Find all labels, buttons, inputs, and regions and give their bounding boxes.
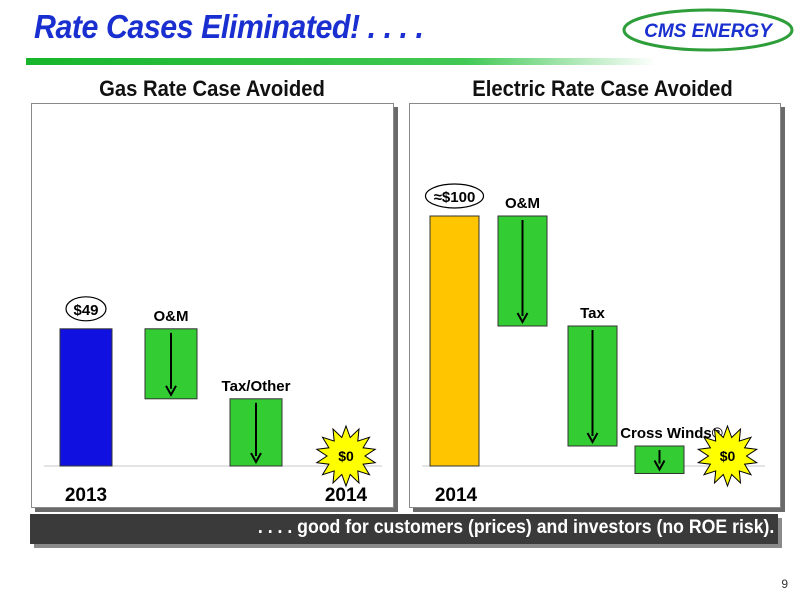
bar-2013 — [59, 328, 113, 467]
bar-2014 — [429, 215, 480, 467]
step-label: Tax — [580, 305, 605, 322]
value-label: ≈$100 — [434, 189, 476, 206]
decrease-arrow-head — [516, 312, 529, 325]
value-oval — [424, 183, 485, 209]
decrease-arrow-head — [250, 452, 262, 465]
decrease-arrow-head — [653, 460, 666, 472]
electric-chart-panel: ≈$100 O&M Tax Cross Winds® $0 2014 — [409, 103, 781, 508]
value-label: $49 — [73, 302, 98, 319]
x-tick-label: 2013 — [65, 485, 107, 506]
footer-banner-text: . . . . good for customers (prices) and … — [257, 517, 774, 538]
page-number: 9 — [781, 577, 788, 591]
page-title: Rate Cases Eliminated! . . . . — [34, 8, 424, 45]
zero-starburst — [315, 424, 377, 488]
gas-panel-title: Gas Rate Case Avoided — [99, 76, 325, 101]
footer-banner: . . . . good for customers (prices) and … — [30, 514, 778, 544]
zero-starburst-label: $0 — [720, 448, 736, 464]
title-underline — [26, 58, 656, 65]
step-label: O&M — [154, 308, 189, 325]
decrease-arrow-head — [165, 385, 177, 397]
electric-panel-title: Electric Rate Case Avoided — [472, 76, 733, 101]
decrease-arrow-head — [586, 432, 599, 445]
step-label: Cross Winds® — [620, 425, 723, 442]
x-tick-label: 2014 — [435, 485, 478, 506]
step-label: Tax/Other — [222, 378, 291, 395]
zero-starburst-label: $0 — [338, 448, 354, 464]
x-tick-label: 2014 — [325, 485, 368, 506]
cms-energy-logo: CMS ENERGY — [622, 8, 794, 52]
zero-starburst — [696, 424, 759, 488]
value-oval — [65, 296, 107, 322]
electric-chart: ≈$100 O&M Tax Cross Winds® $0 2014 — [422, 183, 765, 506]
gas-chart: $49 O&M Tax/Other $0 2013 2014 — [44, 296, 382, 506]
gas-chart-panel: $49 O&M Tax/Other $0 2013 2014 — [31, 103, 394, 508]
step-label: O&M — [505, 195, 540, 212]
logo-text: CMS ENERGY — [644, 21, 774, 42]
